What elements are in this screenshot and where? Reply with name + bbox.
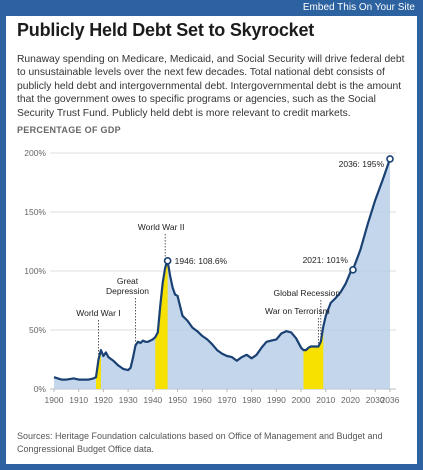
- x-tick-labels: 1900 1910 1920 1930 1940 1950 1960 1970 1980 1990…: [45, 389, 400, 405]
- value-label: 2036: 195%: [339, 159, 385, 169]
- y-tick-labels: 0% 50% 100% 150% 200%: [24, 148, 46, 394]
- embed-link[interactable]: Embed This On Your Site: [303, 2, 415, 13]
- annotation-label: World War I: [76, 308, 120, 318]
- x-tick-label: 2020: [341, 395, 360, 405]
- annotation-label: World War II: [138, 222, 185, 232]
- x-tick-label: 1910: [69, 395, 88, 405]
- value-marker: [165, 258, 171, 264]
- sources-note: Sources: Heritage Foundation calculation…: [17, 430, 409, 455]
- chart-card: Publicly Held Debt Set to Skyrocket Runa…: [6, 16, 417, 464]
- event-annotations: World War I Great Depression World War II Gl…: [76, 222, 340, 357]
- x-tick-label: 1960: [193, 395, 212, 405]
- y-tick-label: 0%: [34, 384, 47, 394]
- y-tick-label: 200%: [24, 148, 46, 158]
- x-tick-label: 2010: [316, 395, 335, 405]
- y-tick-label: 100%: [24, 266, 46, 276]
- war-highlight-band: [304, 327, 324, 390]
- annotation-label: Great Depression: [106, 276, 149, 296]
- value-marker: [387, 156, 393, 162]
- x-tick-label: 2036: [381, 395, 400, 405]
- x-tick-label: 1940: [143, 395, 162, 405]
- annotation-label: War on Terrorism: [265, 306, 330, 316]
- y-axis-label: PERCENTAGE OF GDP: [17, 125, 121, 135]
- debt-chart: PERCENTAGE OF GDP 0% 50% 100% 150% 200% 1900…: [6, 16, 417, 426]
- x-tick-label: 1930: [119, 395, 138, 405]
- x-tick-label: 1950: [168, 395, 187, 405]
- y-tick-label: 150%: [24, 207, 46, 217]
- annotation-label: Global Recession: [274, 288, 341, 298]
- x-tick-label: 1980: [242, 395, 261, 405]
- x-tick-label: 1900: [45, 395, 64, 405]
- value-label: 2021: 101%: [303, 255, 349, 265]
- x-tick-label: 1920: [94, 395, 113, 405]
- y-tick-label: 50%: [29, 325, 46, 335]
- x-tick-label: 1970: [217, 395, 236, 405]
- value-marker: [350, 267, 356, 273]
- top-bar: Embed This On Your Site: [0, 0, 423, 16]
- x-tick-label: 1990: [267, 395, 286, 405]
- value-label: 1946: 108.6%: [175, 256, 228, 266]
- war-highlight-band: [155, 261, 167, 389]
- x-tick-label: 2000: [292, 395, 311, 405]
